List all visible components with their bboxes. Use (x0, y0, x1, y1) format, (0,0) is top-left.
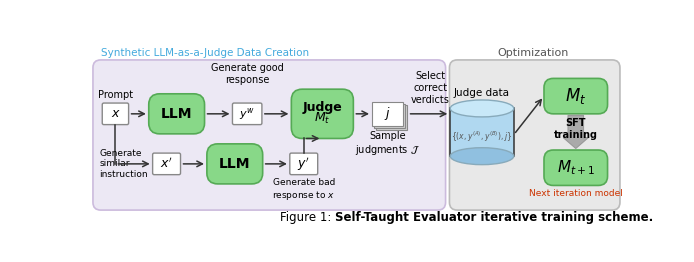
Text: Synthetic LLM-as-a-Judge Data Creation: Synthetic LLM-as-a-Judge Data Creation (101, 48, 309, 58)
Text: Optimization: Optimization (498, 48, 569, 58)
FancyBboxPatch shape (153, 153, 180, 175)
Text: Next iteration model: Next iteration model (529, 189, 623, 198)
Text: Self-Taught Evaluator iterative training scheme.: Self-Taught Evaluator iterative training… (335, 211, 653, 224)
FancyArrow shape (564, 115, 589, 149)
FancyBboxPatch shape (291, 89, 353, 139)
Ellipse shape (450, 100, 514, 117)
Text: LLM: LLM (219, 157, 251, 171)
Text: Prompt: Prompt (98, 90, 133, 100)
FancyBboxPatch shape (290, 153, 318, 175)
Text: $M_{t+1}$: $M_{t+1}$ (557, 159, 595, 177)
Text: Figure 1:: Figure 1: (280, 211, 335, 224)
FancyBboxPatch shape (450, 60, 620, 210)
Text: $M_t$: $M_t$ (314, 111, 330, 126)
Text: $\{(x,y^{(A)},y^{(B)}),j\}$: $\{(x,y^{(A)},y^{(B)}),j\}$ (452, 130, 512, 144)
Text: SFT
training: SFT training (554, 118, 598, 140)
Text: $y'$: $y'$ (298, 155, 310, 173)
Ellipse shape (450, 148, 514, 165)
Text: $j$: $j$ (384, 105, 391, 122)
Text: Generate bad
response to $x$: Generate bad response to $x$ (272, 178, 335, 201)
Text: $x'$: $x'$ (160, 157, 173, 171)
Text: LLM: LLM (161, 107, 192, 121)
FancyBboxPatch shape (207, 144, 262, 184)
Text: $x$: $x$ (110, 107, 120, 120)
Text: Generate
similar
instruction: Generate similar instruction (99, 149, 148, 179)
FancyBboxPatch shape (232, 103, 262, 125)
FancyBboxPatch shape (374, 104, 405, 128)
FancyBboxPatch shape (93, 60, 446, 210)
FancyBboxPatch shape (544, 78, 607, 114)
FancyBboxPatch shape (372, 101, 403, 126)
Text: Select
correct
verdicts: Select correct verdicts (411, 71, 450, 105)
Text: $M_t$: $M_t$ (565, 86, 586, 106)
FancyBboxPatch shape (149, 94, 205, 134)
Text: Generate good
response: Generate good response (211, 63, 284, 85)
FancyBboxPatch shape (376, 105, 407, 130)
Polygon shape (450, 108, 514, 156)
Text: $y^w$: $y^w$ (239, 106, 255, 122)
Text: Judge: Judge (303, 101, 342, 114)
FancyBboxPatch shape (544, 150, 607, 185)
Text: Sample
judgments $\mathcal{J}$: Sample judgments $\mathcal{J}$ (355, 131, 420, 157)
Text: Judge data: Judge data (454, 89, 510, 99)
FancyBboxPatch shape (102, 103, 128, 125)
